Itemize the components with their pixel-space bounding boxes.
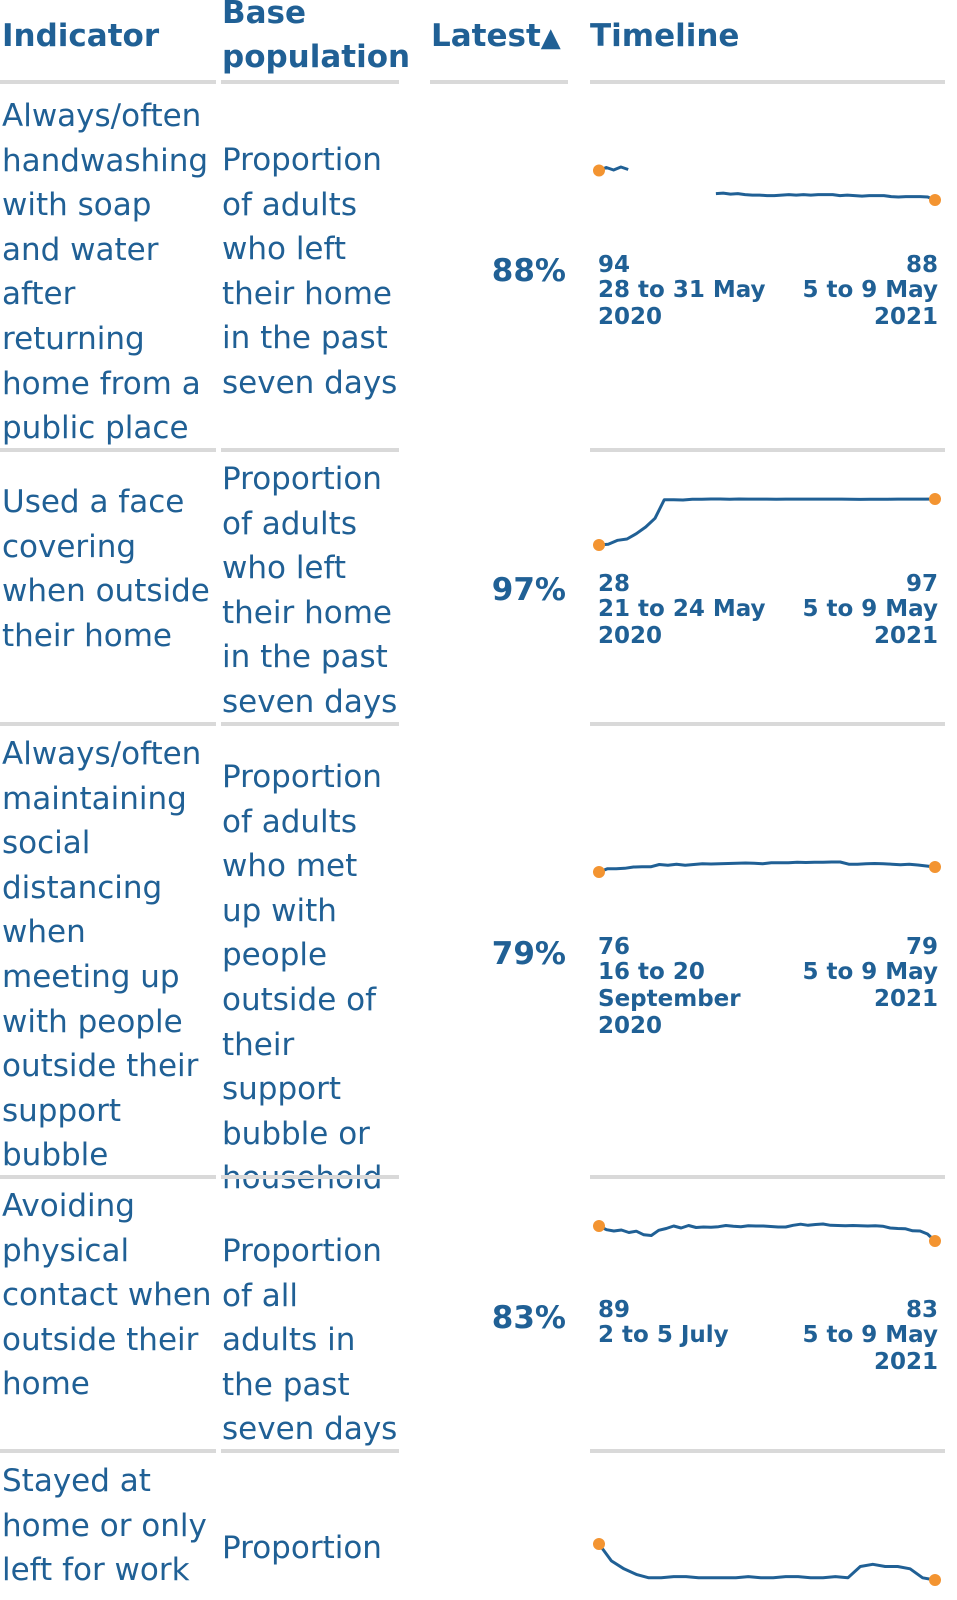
timeline-start-date: 28 to 31 May 2020: [598, 277, 766, 330]
timeline-start-value: 28: [598, 571, 631, 597]
sparkline: [593, 860, 941, 878]
sparkline: [593, 1538, 941, 1586]
row-divider: [590, 1449, 945, 1453]
sparkline: [593, 1220, 941, 1247]
sparkline-start-point: [593, 1538, 605, 1550]
latest-value: 83%: [491, 1300, 566, 1336]
row-divider: [0, 1175, 216, 1179]
sort-ascending-icon: ▲: [540, 23, 561, 53]
sparkline: [593, 493, 941, 551]
sparkline-path: [598, 165, 936, 202]
timeline-end-value: 79: [905, 934, 938, 960]
timeline-start-date: 16 to 20 September 2020: [598, 959, 741, 1039]
timeline-start-value: 94: [598, 252, 631, 278]
base-population-cell: Proportion of all adults in the past sev…: [222, 1233, 398, 1448]
row-divider: [221, 722, 399, 726]
timeline-start-value: 76: [598, 934, 631, 960]
timeline-start-date: 21 to 24 May 2020: [598, 596, 766, 649]
indicator-cell: Always/often maintaining social distanci…: [2, 736, 202, 1174]
sparkline-end-point: [929, 1574, 941, 1586]
column-header-latest-label: Latest: [431, 18, 541, 54]
header-divider-base: [221, 80, 399, 84]
sparkline-start-point: [593, 164, 605, 177]
indicator-cell: Avoiding physical contact when outside t…: [2, 1188, 212, 1403]
timeline-cell: [593, 1510, 945, 1588]
sparkline-end-point: [929, 861, 941, 873]
header-divider-latest: [430, 80, 568, 84]
sparkline-path: [598, 860, 936, 874]
header-divider-indicator: [0, 80, 216, 84]
indicator-cell: Always/often handwashing with soap and w…: [2, 98, 209, 447]
indicator-cell: Stayed at home or only left for work: [2, 1463, 207, 1589]
timeline-end-date: 5 to 9 May 2021: [802, 959, 938, 1012]
column-header-base-population: Base population: [222, 0, 410, 79]
row-divider: [0, 1449, 216, 1453]
row-divider: [0, 448, 216, 452]
sparkline: [593, 164, 941, 206]
column-header-timeline: Timeline: [590, 18, 740, 54]
base-population-cell: Proportion: [222, 1530, 382, 1566]
base-population-cell: Proportion of adults who left their home…: [222, 142, 398, 401]
timeline-cell: 76 16 to 20 September 2020 79 5 to 9 May…: [593, 830, 945, 1050]
row-divider: [0, 722, 216, 726]
sparkline-start-point: [593, 539, 605, 551]
header-divider-timeline: [590, 80, 945, 84]
row-divider: [590, 722, 945, 726]
base-population-cell: Proportion of adults who left their home…: [222, 461, 398, 720]
timeline-cell: 94 28 to 31 May 2020 88 5 to 9 May 2021: [593, 150, 945, 340]
timeline-end-date: 5 to 9 May 2021: [802, 596, 938, 649]
row-divider: [590, 448, 945, 452]
latest-value: 79%: [491, 936, 566, 972]
sparkline-start-point: [593, 1220, 605, 1232]
sparkline-end-point: [929, 194, 941, 206]
sparkline-path: [598, 497, 936, 547]
timeline-end-date: 5 to 9 May 2021: [802, 277, 938, 330]
row-divider: [221, 448, 399, 452]
sparkline-path: [598, 1222, 937, 1243]
sparkline-path: [597, 1543, 936, 1582]
column-header-base-line1: Base: [222, 0, 307, 31]
column-header-base-line2: population: [222, 39, 411, 75]
timeline-start-value: 89: [598, 1297, 631, 1323]
sparkline-end-point: [929, 493, 941, 505]
timeline-start-date: 2 to 5 July: [598, 1322, 729, 1348]
row-divider: [221, 1175, 399, 1179]
timeline-end-value: 83: [905, 1297, 938, 1323]
latest-value: 88%: [491, 253, 566, 289]
sparkline-start-point: [593, 866, 605, 878]
latest-value: 97%: [491, 572, 566, 608]
timeline-end-date: 5 to 9 May 2021: [802, 1322, 938, 1375]
base-population-cell: Proportion of adults who met up with peo…: [222, 759, 383, 1197]
column-header-latest[interactable]: Latest▲: [431, 14, 561, 60]
indicator-cell: Used a face covering when outside their …: [2, 484, 210, 654]
timeline-end-value: 88: [905, 252, 938, 278]
row-divider: [590, 1175, 945, 1179]
timeline-cell: 89 2 to 5 July 83 5 to 9 May 2021: [593, 1200, 945, 1400]
row-divider: [221, 1449, 399, 1453]
timeline-end-value: 97: [905, 571, 938, 597]
timeline-cell: 28 21 to 24 May 2020 97 5 to 9 May 2021: [593, 470, 945, 660]
sparkline-end-point: [929, 1235, 941, 1247]
column-header-indicator: Indicator: [2, 18, 160, 54]
